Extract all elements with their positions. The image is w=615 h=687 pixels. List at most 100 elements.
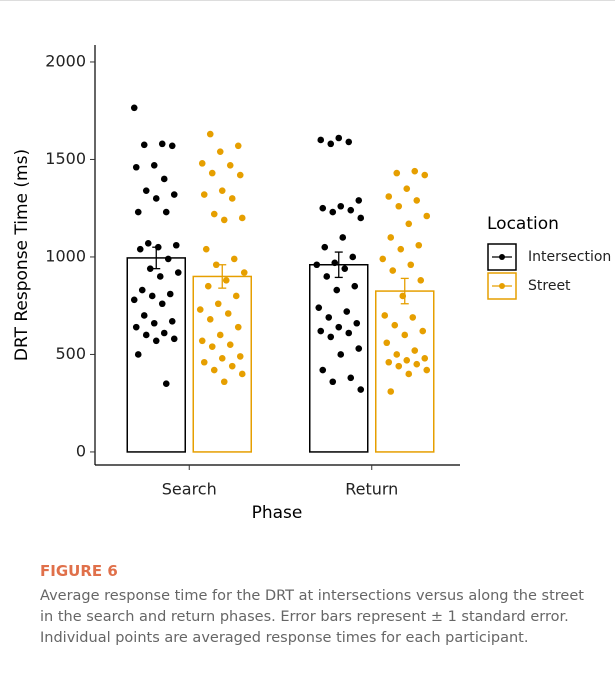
data-point [156,273,164,280]
data-point [162,208,170,216]
data-point [409,314,417,321]
data-point [168,317,176,325]
data-point [353,319,361,327]
chart: DRT Response Time (ms) Phase Location 0 5… [0,0,615,523]
data-point [234,323,242,331]
bar [309,263,369,453]
data-point [357,386,365,393]
data-point [419,327,427,335]
data-point [421,355,429,362]
data-point [198,160,206,167]
data-point [349,253,357,261]
data-point [423,212,431,220]
data-point [206,130,214,138]
y-tick-label: 1500 [45,149,86,168]
data-point [160,175,168,183]
x-tick-label: Search [162,480,217,499]
data-point [379,255,387,263]
data-point [403,356,411,364]
data-point [172,241,180,249]
data-point [411,167,419,175]
data-point [220,378,228,386]
legend-title: Location [487,214,559,234]
data-point [148,292,156,300]
data-point [142,187,150,194]
data-point [401,331,409,339]
data-point [206,316,214,323]
data-point [136,245,144,253]
legend-label: Street [528,278,571,294]
caption: FIGURE 6 Average response time for the D… [40,562,585,649]
data-point [200,358,208,366]
error-bar [218,264,227,289]
data-point [321,243,329,251]
data-point [343,308,351,315]
data-point [407,261,415,269]
data-point [421,171,429,179]
data-point [397,245,405,253]
data-point [232,292,240,300]
data-point [160,329,168,337]
data-point [423,366,431,374]
data-point [345,329,353,337]
data-point [230,255,238,263]
data-point [405,370,413,378]
data-point [168,142,176,150]
data-point [216,331,224,339]
data-point [351,282,359,290]
data-point [154,243,162,251]
data-point [228,362,236,370]
data-point [236,171,244,179]
data-point [166,290,174,298]
data-point [347,374,355,382]
data-point [345,138,353,146]
x-tick-label: Return [345,480,398,499]
data-point [196,306,204,313]
data-point [347,206,355,214]
data-point [335,134,343,142]
data-point [140,141,148,149]
data-point [234,142,242,150]
data-point [130,296,138,304]
data-point [405,220,413,228]
data-point [170,191,178,198]
data-point [395,202,403,210]
data-point [317,327,325,335]
data-point [317,136,325,144]
data-point [393,169,401,177]
data-point [204,282,212,290]
data-point [385,358,393,366]
data-point [417,277,425,284]
legend-key [487,243,517,271]
y-tick-label: 2000 [45,51,86,70]
data-point [395,362,403,370]
data-point [228,195,236,202]
data-point [403,185,411,193]
data-point [355,197,363,204]
data-point [146,265,154,272]
data-point [218,187,226,194]
data-point [132,323,140,331]
data-point [327,333,335,341]
data-point [218,355,226,362]
y-tick-label: 0 [76,441,86,460]
data-point [238,370,246,378]
legend-dot [499,254,505,260]
data-point [158,140,166,148]
data-point [383,339,391,347]
data-point [329,378,337,386]
data-point [391,321,399,329]
y-axis-label: DRT Response Time (ms) [12,149,32,361]
data-point [387,388,395,395]
data-point [132,163,140,171]
data-point [355,345,363,352]
x-axis-label: Phase [252,503,303,523]
data-point [214,300,222,308]
data-point [413,360,421,368]
data-point [138,286,146,294]
data-point [152,195,160,202]
legend-key [487,272,517,300]
data-point [385,193,393,200]
data-point [341,265,349,272]
data-point [323,273,331,280]
